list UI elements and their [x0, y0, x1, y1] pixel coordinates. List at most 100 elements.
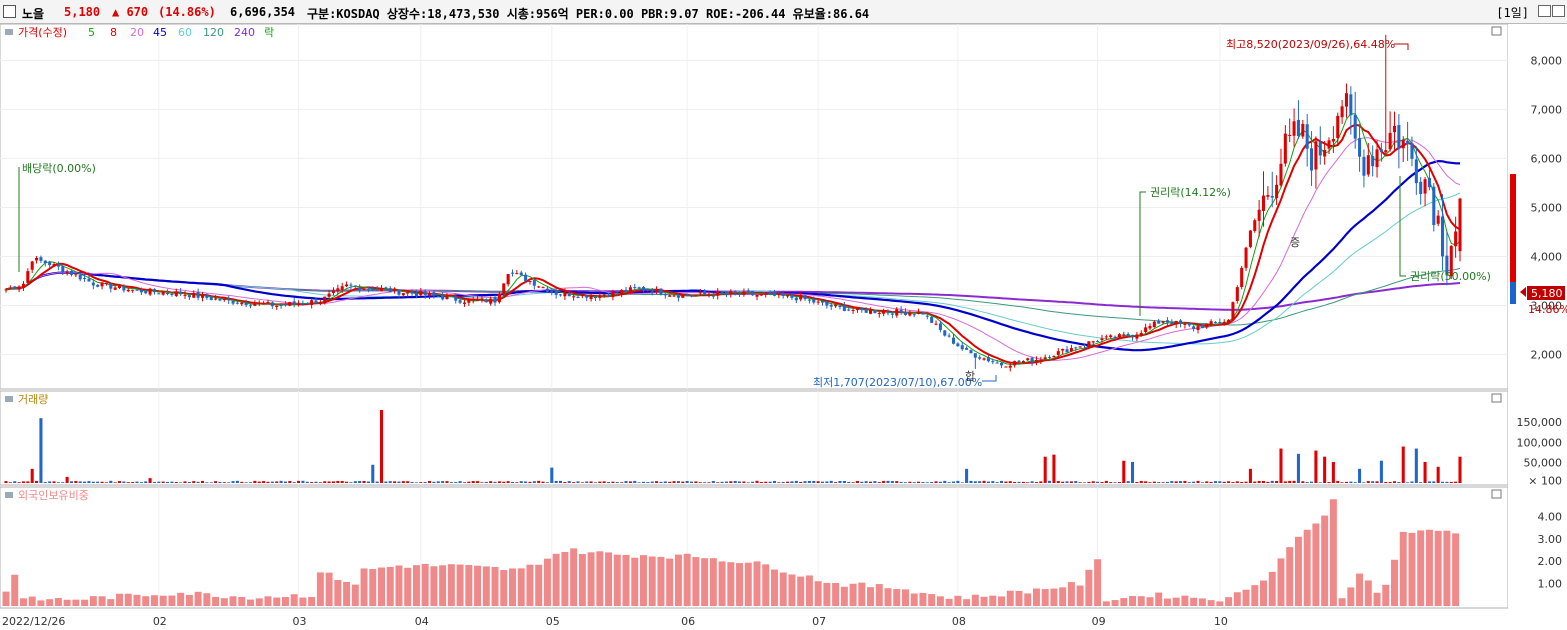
candle-body: [1179, 320, 1183, 324]
candle-body: [890, 313, 894, 315]
candle-body: [331, 290, 336, 293]
candle-body: [1196, 326, 1200, 331]
foreign-bar: [229, 596, 237, 606]
volume-bar: [1401, 446, 1405, 483]
volume-bar: [882, 480, 886, 483]
volume-bar: [676, 481, 680, 483]
candle-body: [1436, 215, 1440, 224]
candle-body: [1104, 336, 1108, 338]
candle-body: [1344, 93, 1349, 107]
candle-body: [345, 284, 349, 287]
volume-bar: [895, 481, 899, 483]
foreign-bar: [709, 558, 717, 606]
candle-body: [659, 288, 663, 295]
volume-bar: [1305, 482, 1309, 483]
volume-bar: [218, 481, 222, 483]
candle-body: [1200, 325, 1204, 328]
volume-bar: [969, 480, 973, 483]
candle-body: [1410, 143, 1414, 159]
candle-body: [685, 294, 689, 296]
volume-bar: [1436, 466, 1440, 483]
candle-body: [1283, 133, 1287, 164]
volume-bar: [1218, 481, 1222, 483]
foreign-bar: [622, 554, 630, 606]
volume-bar: [297, 480, 301, 483]
foreign-bar: [1364, 580, 1372, 606]
candle-body: [379, 288, 384, 292]
candle-body: [995, 362, 999, 364]
candle-body: [458, 300, 462, 303]
candle-body: [563, 292, 567, 297]
foreign-bar: [412, 565, 420, 606]
candle-body: [707, 294, 711, 296]
volume-bar: [65, 476, 69, 483]
foreign-bar: [701, 558, 709, 606]
candle-body: [69, 270, 74, 275]
foreign-bar: [744, 562, 752, 606]
stock-chart: 2,000 3,000 4,000 5,000 6,000 7,000 8,000 150,0…: [0, 24, 1567, 628]
window-restore-icon[interactable]: [1538, 5, 1551, 17]
panel-button-icon[interactable]: [1491, 393, 1502, 403]
volume-bar: [113, 482, 117, 483]
panel-button-icon[interactable]: [1491, 489, 1502, 499]
foreign-bar: [500, 570, 508, 606]
foreign-bar: [517, 568, 525, 606]
volume-bar: [1078, 482, 1082, 483]
foreign-bar: [360, 568, 368, 606]
candle-body: [624, 289, 628, 292]
candle-body: [956, 343, 960, 347]
candle-body: [375, 289, 379, 291]
volume-bar: [786, 481, 790, 483]
current-price-tag: 5,180 14.86%: [1510, 174, 1567, 316]
candle-body: [1266, 195, 1270, 197]
volume-bar: [1000, 480, 1004, 483]
panel-button-icon[interactable]: [1491, 26, 1502, 36]
volume-bar: [903, 482, 907, 483]
candle-body: [593, 296, 597, 299]
volume-bar: [860, 481, 864, 483]
candle-body: [855, 307, 859, 311]
candle-body: [786, 295, 790, 297]
volume-bar: [135, 481, 139, 483]
candle-body: [554, 291, 558, 295]
volume-bar: [4, 481, 8, 483]
foreign-bar: [1329, 499, 1337, 606]
candle-body: [1048, 357, 1052, 359]
candle-body: [401, 293, 405, 296]
foreign-bar: [220, 598, 228, 606]
volume-bar: [240, 481, 244, 483]
window-close-icon[interactable]: [1552, 5, 1565, 17]
volume-bar: [458, 481, 462, 483]
volume-bar: [1231, 482, 1235, 483]
volume-bar: [471, 481, 475, 483]
candle-body: [13, 286, 17, 289]
volume-bar: [362, 480, 366, 483]
candle-body: [1275, 184, 1279, 198]
price-change: ▲ 670: [112, 5, 149, 19]
foreign-bar: [753, 561, 761, 606]
volume-bar: [26, 481, 30, 483]
annotation-half2: 증: [1290, 236, 1300, 249]
volume-bar: [227, 482, 231, 483]
volume-bar: [864, 481, 868, 483]
candle-body: [166, 293, 170, 295]
foreign-bar: [823, 582, 831, 606]
volume-bar: [327, 481, 331, 483]
candle-body: [113, 287, 117, 290]
foreign-bar: [936, 596, 944, 606]
volume-bar: [1336, 481, 1340, 483]
volume-bar: [1096, 481, 1100, 483]
candle-body: [1074, 347, 1078, 349]
candle-body: [462, 302, 466, 304]
period-label[interactable]: [1일]: [1496, 6, 1529, 20]
foreign-bar: [439, 565, 447, 606]
candle-body: [35, 257, 39, 261]
candle-body: [235, 302, 239, 304]
select-checkbox[interactable]: [3, 5, 16, 18]
foreign-bar: [194, 591, 202, 606]
volume-bar: [729, 481, 733, 483]
candle-body: [628, 287, 632, 293]
candle-body: [91, 282, 95, 286]
volume-bar: [445, 481, 449, 483]
foreign-bar: [1111, 600, 1119, 606]
